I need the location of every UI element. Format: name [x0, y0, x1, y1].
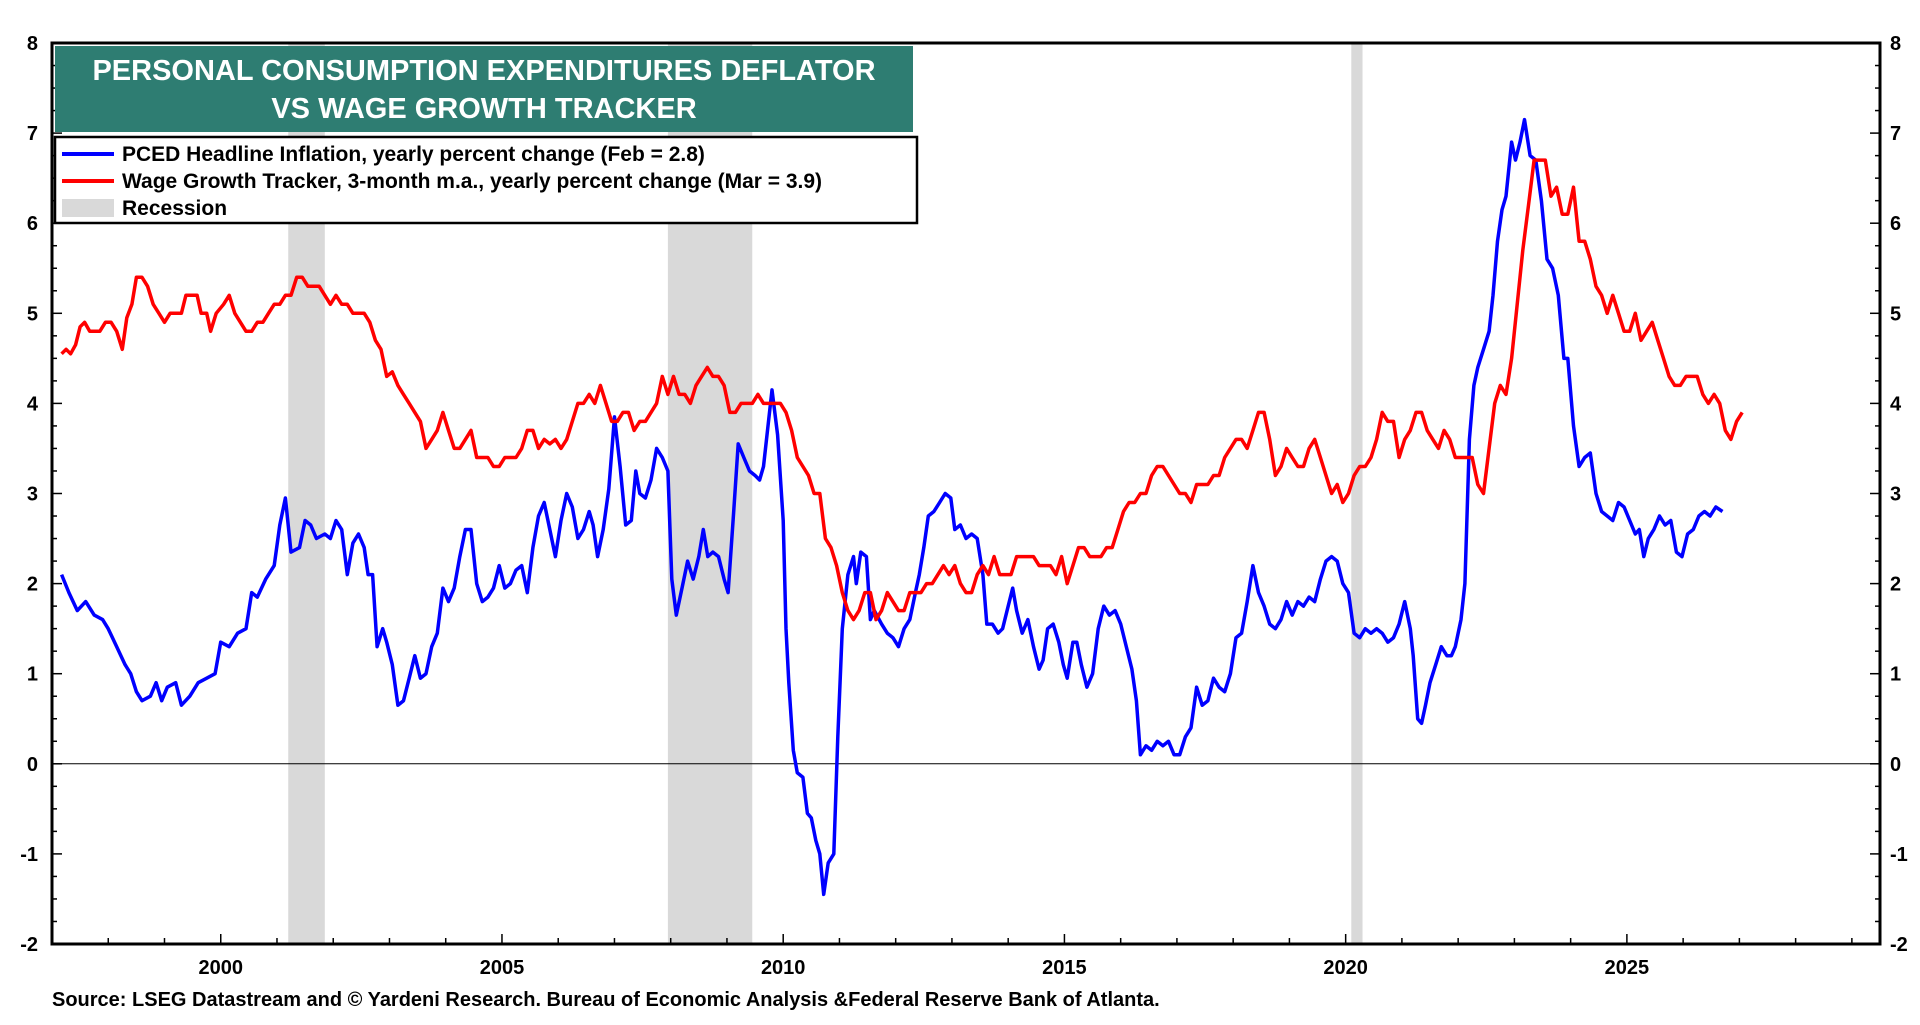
y-tick-label-left: 1 [27, 664, 38, 686]
y-tick-label-right: 8 [1890, 33, 1901, 55]
chart-title-line-1: PERSONAL CONSUMPTION EXPENDITURES DEFLAT… [92, 55, 875, 87]
chart-title-line-2: VS WAGE GROWTH TRACKER [271, 93, 696, 125]
y-tick-label-left: 6 [27, 213, 38, 235]
y-tick-label-left: -2 [20, 934, 38, 956]
legend-label-1: Wage Growth Tracker, 3-month m.a., yearl… [122, 170, 822, 193]
legend-box [53, 135, 919, 225]
y-tick-label-right: 2 [1890, 574, 1901, 596]
y-tick-label-right: 7 [1890, 123, 1901, 145]
y-tick-label-right: 1 [1890, 664, 1901, 686]
y-tick-label-right: 4 [1890, 393, 1902, 415]
y-tick-label-right: 5 [1890, 303, 1901, 325]
y-tick-label-right: 6 [1890, 213, 1901, 235]
y-tick-label-left: 2 [27, 574, 38, 596]
title-background [55, 46, 913, 132]
legend: PCED Headline Inflation, yearly percent … [53, 135, 919, 225]
x-tick-label: 2025 [1605, 957, 1650, 979]
y-tick-label-left: 7 [27, 123, 38, 145]
legend-label-2: Recession [122, 197, 227, 220]
recession-band-2 [1351, 43, 1363, 944]
y-tick-label-left: 4 [27, 393, 39, 415]
y-tick-label-right: 3 [1890, 484, 1901, 506]
axis-ticks: -2 -2 -1 -1 0 0 1 1 2 2 3 3 4 4 5 5 6 6 7 7 8 8 2000 2005 2010 20… [20, 33, 1908, 979]
y-tick-label-right: 0 [1890, 754, 1901, 776]
legend-swatch-recession [62, 199, 114, 217]
x-tick-label: 2020 [1323, 957, 1368, 979]
wage-growth-line [60, 158, 1744, 622]
x-tick-label: 2015 [1042, 957, 1087, 979]
legend-label-0: PCED Headline Inflation, yearly percent … [122, 143, 705, 166]
pced-inflation-line [59, 117, 1724, 897]
title-box: PERSONAL CONSUMPTION EXPENDITURES DEFLAT… [55, 46, 913, 132]
x-tick-label: 2000 [198, 957, 243, 979]
series-lines [59, 117, 1744, 897]
y-tick-label-left: 0 [27, 754, 38, 776]
y-tick-label-right: -2 [1890, 934, 1908, 956]
y-tick-label-left: -1 [20, 844, 38, 866]
y-tick-label-left: 8 [27, 33, 38, 55]
y-tick-label-left: 5 [27, 303, 38, 325]
y-tick-label-left: 3 [27, 484, 38, 506]
x-tick-label: 2005 [480, 957, 525, 979]
y-tick-label-right: -1 [1890, 844, 1908, 866]
x-tick-label: 2010 [761, 957, 806, 979]
source-note: Source: LSEG Datastream and © Yardeni Re… [52, 989, 1160, 1011]
